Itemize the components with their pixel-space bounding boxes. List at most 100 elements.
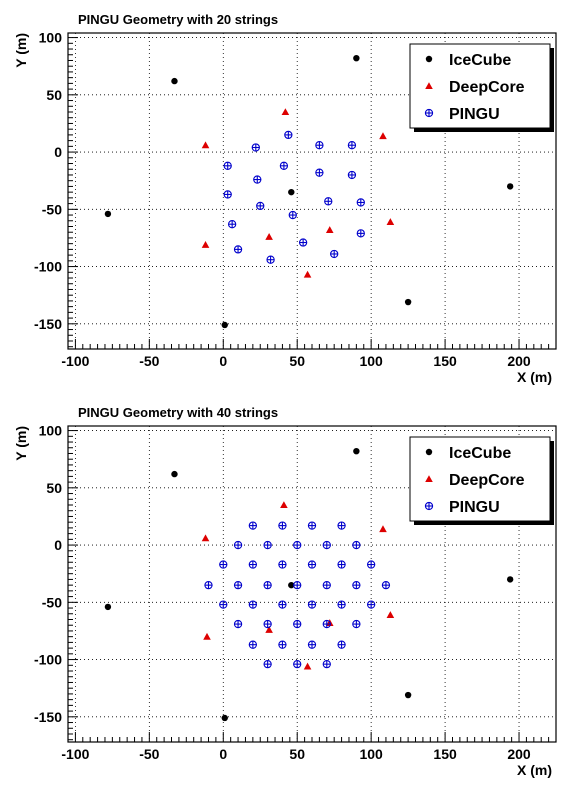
pingu-point xyxy=(233,580,243,590)
y-tick-label: -150 xyxy=(34,316,62,332)
series-deepcore xyxy=(201,501,395,670)
pingu-point xyxy=(367,600,376,609)
series-icecube xyxy=(104,447,514,722)
legend: IceCube DeepCore PINGU xyxy=(409,436,554,525)
y-tick-label: 50 xyxy=(46,480,62,496)
legend-label-icecube: IceCube xyxy=(449,445,511,462)
pingu-point xyxy=(284,130,293,140)
pingu-point xyxy=(248,640,257,649)
series-pingu xyxy=(204,521,391,669)
x-tick-label: 0 xyxy=(219,353,227,369)
legend-marker-deepcore xyxy=(425,82,433,90)
pingu-point xyxy=(315,168,324,177)
legend-label-icecube: IceCube xyxy=(449,52,511,69)
x-tick-label: 100 xyxy=(359,746,383,762)
deepcore-point xyxy=(201,534,210,542)
x-tick-label: -50 xyxy=(139,746,159,762)
pingu-point xyxy=(223,190,232,199)
pingu-point xyxy=(219,560,228,569)
pingu-point xyxy=(279,161,289,170)
icecube-point xyxy=(171,470,178,478)
pingu-point xyxy=(298,238,308,247)
x-tick-label: 0 xyxy=(219,746,227,762)
y-tick-label: -100 xyxy=(34,259,62,275)
pingu-point xyxy=(324,197,333,206)
y-axis-label: Y (m) xyxy=(13,426,29,461)
y-tick-label: -50 xyxy=(42,594,62,610)
pingu-point xyxy=(278,521,287,530)
pingu-point xyxy=(288,210,297,220)
chart-title: PINGU Geometry with 20 strings xyxy=(78,12,278,27)
y-tick-label: -50 xyxy=(42,201,62,217)
pingu-point xyxy=(293,540,302,550)
x-tick-label: 200 xyxy=(507,746,531,762)
deepcore-point xyxy=(201,241,210,248)
pingu-point xyxy=(263,580,272,590)
legend-label-deepcore: DeepCore xyxy=(449,472,525,489)
x-tick-label: 100 xyxy=(359,353,383,369)
x-tick-label: 200 xyxy=(507,353,531,369)
series-deepcore xyxy=(201,108,395,278)
pingu-point xyxy=(278,640,287,649)
y-tick-label: 100 xyxy=(39,30,63,46)
icecube-point xyxy=(221,321,228,329)
x-tick-label: -50 xyxy=(139,353,159,369)
legend: IceCube DeepCore PINGU xyxy=(409,43,554,132)
icecube-point xyxy=(353,54,360,62)
axis-ticks xyxy=(67,430,557,742)
x-tick-label: -100 xyxy=(61,353,89,369)
deepcore-point xyxy=(265,625,273,633)
legend-marker-icecube xyxy=(425,55,433,63)
pingu-point xyxy=(322,540,331,550)
deepcore-point xyxy=(386,611,395,618)
pingu-point xyxy=(347,170,357,180)
x-tick-label: 50 xyxy=(289,746,305,762)
pingu-point xyxy=(337,521,346,530)
legend-marker-pingu xyxy=(424,501,434,511)
legend-label-pingu: PINGU xyxy=(449,499,500,516)
pingu-point xyxy=(248,560,257,569)
pingu-point xyxy=(251,143,260,152)
pingu-point xyxy=(233,245,243,254)
pingu-point xyxy=(347,141,357,150)
axis-ticks xyxy=(67,37,557,349)
deepcore-point xyxy=(303,662,312,670)
pingu-point xyxy=(337,600,346,609)
deepcore-point xyxy=(386,218,395,225)
chart-title: PINGU Geometry with 40 strings xyxy=(78,405,278,420)
pingu-point xyxy=(263,659,272,669)
x-tick-label: 150 xyxy=(433,353,457,369)
y-tick-label: -150 xyxy=(34,709,62,725)
chart-20-strings: PINGU Geometry with 20 strings -100 -50 0 50… xyxy=(13,12,557,385)
icecube-point xyxy=(353,447,360,455)
pingu-point xyxy=(293,619,302,629)
deepcore-point xyxy=(265,232,273,240)
pingu-point xyxy=(223,161,232,170)
pingu-point xyxy=(233,619,243,629)
icecube-point xyxy=(221,714,228,722)
icecube-point xyxy=(506,183,514,190)
pingu-point xyxy=(263,619,272,629)
x-tick-label: -100 xyxy=(61,746,89,762)
legend-marker-icecube xyxy=(425,448,433,456)
pingu-point xyxy=(227,220,237,229)
x-axis-label: X (m) xyxy=(517,762,552,778)
series-icecube xyxy=(104,54,514,329)
pingu-point xyxy=(322,619,331,629)
icecube-point xyxy=(104,603,112,611)
legend-label-deepcore: DeepCore xyxy=(449,79,525,96)
deepcore-point xyxy=(280,501,288,509)
pingu-point xyxy=(204,580,213,590)
icecube-point xyxy=(288,581,295,589)
pingu-point xyxy=(248,521,257,530)
icecube-point xyxy=(288,188,295,196)
pingu-point xyxy=(253,175,262,184)
pingu-point xyxy=(293,659,302,669)
deepcore-point xyxy=(325,226,334,233)
pingu-point xyxy=(352,619,361,629)
chart-40-strings: PINGU Geometry with 40 strings -100 -50 0 50… xyxy=(13,405,557,778)
pingu-point xyxy=(256,201,265,211)
pingu-point xyxy=(356,229,365,238)
y-tick-label: 100 xyxy=(39,423,63,439)
